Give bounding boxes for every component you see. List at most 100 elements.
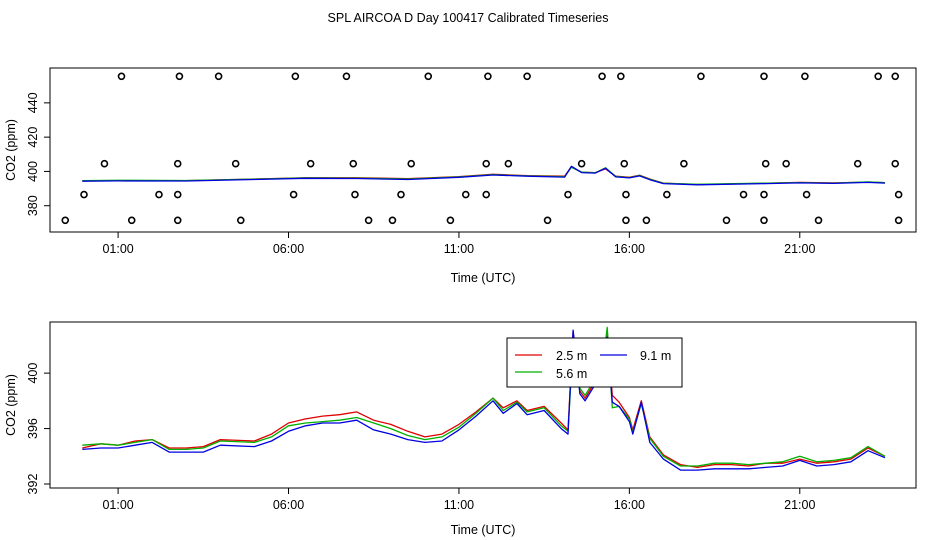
flag-marker	[342, 72, 351, 81]
bottom-series-lines	[82, 326, 886, 471]
bottom-x-tick-label: 06:00	[273, 498, 304, 512]
flag-marker	[117, 72, 126, 81]
flag-marker	[598, 72, 606, 81]
flag-marker	[364, 216, 373, 225]
top-y-tick-label: 440	[26, 92, 40, 113]
top-y-tick-label: 420	[26, 127, 40, 148]
top-x-tick-label: 21:00	[784, 242, 815, 256]
top-y-tick-label: 380	[26, 195, 40, 216]
flag-marker	[424, 72, 433, 81]
flag-marker	[482, 159, 491, 168]
bottom-x-tick-label: 11:00	[444, 498, 474, 512]
flag-marker	[617, 72, 625, 81]
flag-marker	[306, 159, 315, 168]
top-x-tick-label: 01:00	[102, 242, 133, 256]
flag-marker	[853, 159, 862, 168]
top-x-tick-label: 16:00	[614, 242, 645, 256]
flag-marker	[155, 190, 163, 199]
flag-marker	[622, 216, 630, 225]
flag-marker	[642, 216, 651, 225]
flag-marker	[231, 159, 240, 168]
bottom-x-tick-label: 21:00	[784, 498, 815, 512]
top-series-lines	[82, 165, 886, 186]
top-x-tick-label: 06:00	[273, 242, 304, 256]
top-y-axis-label: CO2 (ppm)	[4, 119, 18, 181]
flag-marker	[61, 216, 70, 225]
flag-marker	[564, 190, 572, 199]
flag-marker	[814, 216, 823, 225]
flag-marker	[760, 190, 768, 199]
flag-marker	[761, 159, 770, 168]
bottom-series-2-5-m	[82, 330, 886, 469]
flag-marker	[543, 216, 552, 225]
bottom-y-tick-label: 392	[26, 474, 40, 495]
flag-marker	[802, 190, 811, 199]
legend-label-5-6m: 5.6 m	[556, 367, 587, 381]
bottom-plot-frame	[49, 321, 917, 489]
bottom-panel: 01:00 06:00 11:00 16:00 21:00 392 396 400 Time…	[4, 321, 917, 537]
flag-marker	[127, 216, 136, 225]
flag-marker	[100, 159, 109, 168]
bottom-y-axis-label: CO2 (ppm)	[4, 374, 18, 436]
flag-marker	[446, 216, 455, 225]
flag-marker	[760, 72, 768, 81]
legend: 2.5 m 5.6 m 9.1 m	[506, 337, 683, 388]
bottom-y-tick-label: 396	[26, 418, 40, 439]
flag-marker	[874, 72, 882, 81]
bottom-x-tick-label: 16:00	[614, 498, 645, 512]
bottom-y-tick-label: 400	[26, 363, 40, 384]
top-panel: 01:00 06:00 11:00 16:00 21:00 380 400 420 440 T…	[4, 67, 917, 285]
flag-marker	[760, 216, 768, 225]
chart-title: SPL AIRCOA D Day 100417 Calibrated Times…	[328, 11, 609, 25]
top-x-axis-label: Time (UTC)	[451, 271, 516, 285]
flag-marker	[523, 72, 531, 81]
flag-marker	[891, 159, 900, 168]
flag-marker	[173, 216, 182, 225]
flag-marker	[891, 72, 900, 81]
flag-marker	[663, 190, 671, 199]
flag-marker	[173, 190, 182, 199]
flag-marker	[175, 72, 184, 81]
flag-marker	[894, 216, 903, 225]
flag-marker	[388, 216, 397, 225]
flag-marker	[291, 72, 300, 81]
flag-marker	[173, 159, 182, 168]
top-x-axis: 01:00 06:00 11:00 16:00 21:00	[102, 232, 815, 256]
top-plot-frame	[49, 67, 917, 233]
flag-marker	[236, 216, 245, 225]
top-y-tick-label: 400	[26, 161, 40, 182]
flag-marker	[349, 159, 358, 168]
flag-marker	[504, 159, 513, 168]
flag-marker	[351, 190, 359, 199]
flag-marker	[214, 72, 223, 81]
top-x-tick-label: 11:00	[444, 242, 474, 256]
bottom-x-axis-label: Time (UTC)	[451, 523, 516, 537]
flag-marker	[782, 159, 790, 168]
flag-marker	[407, 159, 416, 168]
flag-marker	[894, 190, 903, 199]
flag-marker	[289, 190, 298, 199]
flag-marker	[697, 72, 705, 81]
legend-label-9-1m: 9.1 m	[640, 349, 671, 363]
flag-marker	[739, 190, 748, 199]
flag-marker	[801, 72, 809, 81]
legend-label-2-5m: 2.5 m	[556, 349, 587, 363]
flag-marker	[484, 72, 492, 81]
flag-marker	[80, 190, 88, 199]
flag-marker	[622, 190, 630, 199]
legend-box	[506, 337, 683, 388]
bottom-series-9-1-m	[82, 329, 886, 471]
flag-marker	[461, 190, 470, 199]
bottom-x-axis: 01:00 06:00 11:00 16:00 21:00	[102, 488, 815, 512]
flag-marker	[620, 159, 629, 168]
bottom-series-5-6-m	[82, 326, 886, 467]
flag-marker	[577, 159, 586, 168]
bottom-y-axis: 392 396 400	[26, 363, 50, 495]
bottom-x-tick-label: 01:00	[102, 498, 133, 512]
top-flag-markers	[61, 72, 903, 225]
flag-marker	[397, 190, 405, 199]
top-y-axis: 380 400 420 440	[26, 92, 50, 216]
top-series-9-1-m	[82, 165, 886, 186]
flag-marker	[482, 190, 491, 199]
